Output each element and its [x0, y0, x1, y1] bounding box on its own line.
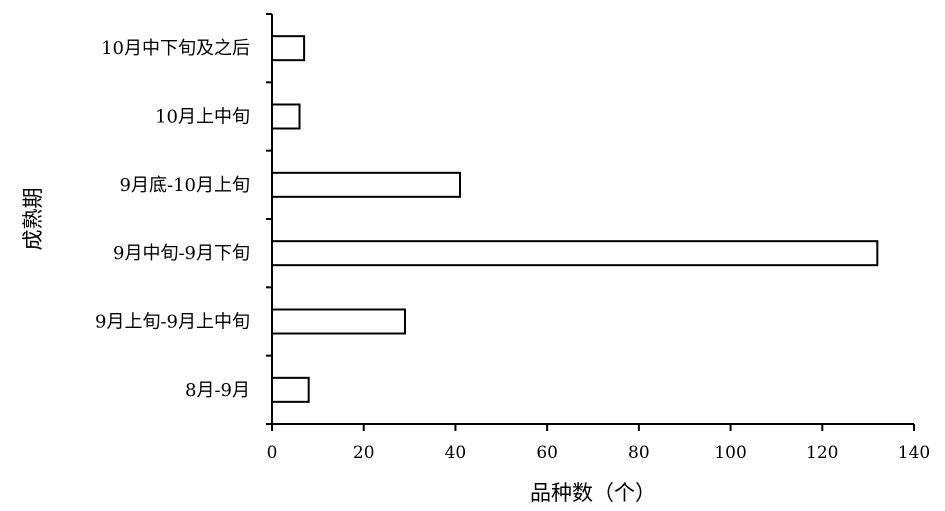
x-tick-label-3: 60	[536, 443, 558, 463]
x-tick-label-7: 140	[898, 443, 930, 463]
category-label-2: 9月中旬-9月下旬	[113, 243, 250, 264]
category-label-1: 9月上旬-9月上中旬	[95, 312, 250, 333]
bar-1	[271, 308, 406, 335]
x-tick-labels-group: 0 20 40 60 80 100 120 140	[267, 443, 931, 463]
category-label-3: 9月底-10月上旬	[120, 175, 250, 196]
bars-group	[271, 35, 879, 403]
category-ticks-group	[266, 13, 272, 425]
x-tick-label-5: 100	[714, 443, 746, 463]
category-label-4: 10月上中旬	[155, 107, 250, 128]
x-tick-label-4: 80	[628, 443, 650, 463]
x-tick-label-0: 0	[267, 443, 278, 463]
bar-5	[271, 35, 306, 62]
x-tick-label-2: 40	[445, 443, 467, 463]
category-label-0: 8月-9月	[185, 380, 250, 401]
bar-0	[271, 376, 310, 403]
bar-4	[271, 103, 301, 130]
x-tick-label-6: 120	[806, 443, 838, 463]
x-tick-label-1: 20	[353, 443, 375, 463]
bar-2	[271, 240, 879, 267]
bar-3	[271, 171, 462, 198]
category-label-5: 10月中下旬及之后	[101, 38, 250, 59]
x-ticks-group	[271, 424, 915, 431]
y-axis-title: 成熟期	[21, 188, 45, 251]
x-axis-title: 品种数（个）	[530, 481, 656, 505]
category-labels-group: 8月-9月 9月上旬-9月上中旬 9月中旬-9月下旬 9月底-10月上旬 10月上中旬 1…	[95, 38, 250, 401]
